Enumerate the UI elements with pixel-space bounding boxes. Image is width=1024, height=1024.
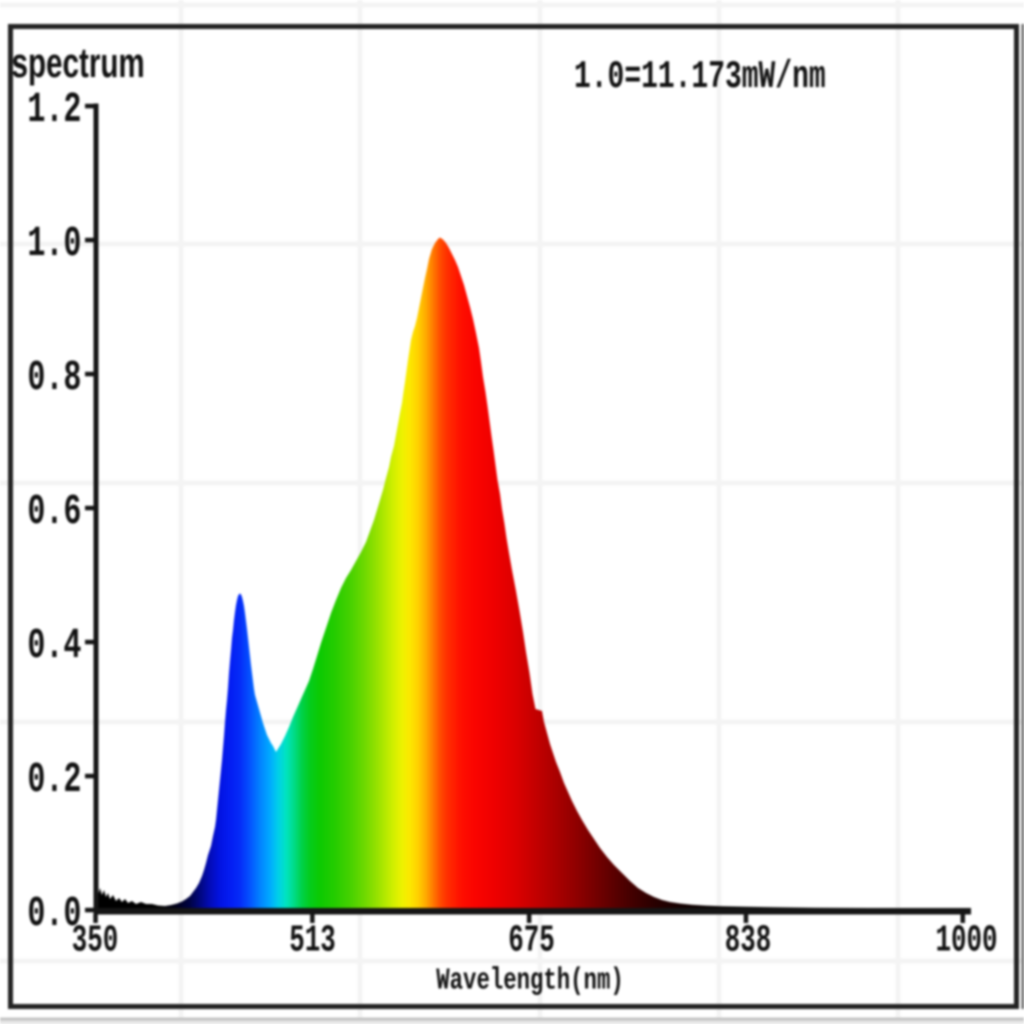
svg-text:350: 350: [72, 919, 119, 962]
svg-text:0.2: 0.2: [27, 756, 81, 805]
svg-text:0.8: 0.8: [27, 354, 81, 403]
svg-text:1.2: 1.2: [27, 86, 81, 135]
svg-text:1000: 1000: [935, 919, 997, 962]
svg-text:0.6: 0.6: [27, 488, 81, 537]
svg-text:spectrum: spectrum: [12, 39, 145, 86]
svg-text:Wavelength(nm): Wavelength(nm): [436, 965, 623, 999]
svg-text:1.0: 1.0: [27, 220, 81, 269]
svg-text:0.0: 0.0: [27, 890, 81, 939]
svg-text:838: 838: [725, 919, 772, 962]
svg-text:0.4: 0.4: [27, 622, 81, 671]
svg-text:1.0=11.173mW/nm: 1.0=11.173mW/nm: [574, 56, 826, 100]
svg-text:513: 513: [289, 919, 336, 962]
svg-text:675: 675: [508, 919, 555, 962]
